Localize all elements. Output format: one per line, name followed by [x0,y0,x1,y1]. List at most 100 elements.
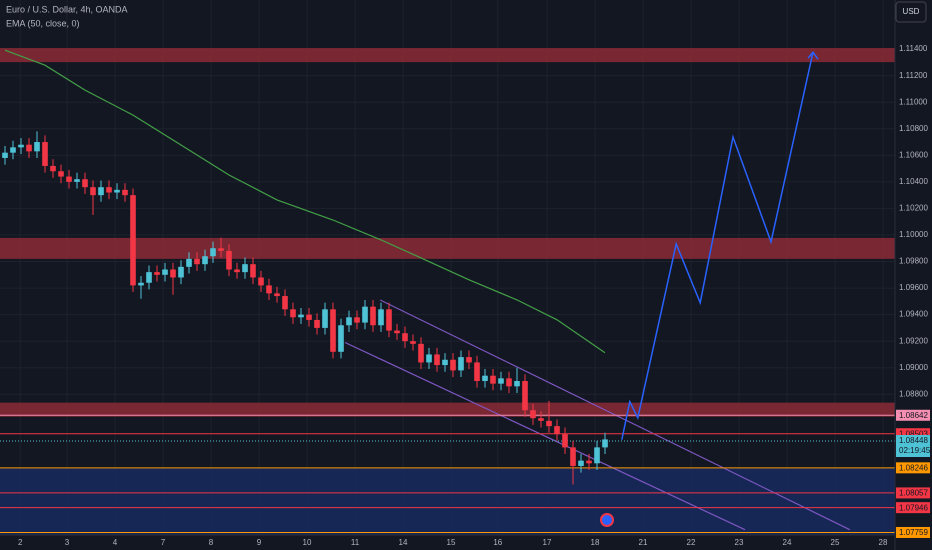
candle-body [346,317,352,326]
price-badge [896,526,930,538]
price-badge-label: 1.07946 [899,503,928,512]
ema-line [4,49,606,354]
y-tick-label: 1.09200 [899,336,928,345]
candle-body [282,296,288,310]
candle-body [226,250,232,270]
price-badge [896,428,930,440]
event-icon[interactable] [600,513,614,527]
x-tick-label: 17 [543,538,552,547]
y-tick-label: 1.10200 [899,204,928,213]
candle-body [418,343,424,363]
y-tick-label: 1.10400 [899,177,928,186]
x-tick-label: 10 [303,538,312,547]
candle-body [378,309,384,326]
candle-body [50,165,56,172]
candle-body [146,272,152,283]
chart-title: Euro / U.S. Dollar, 4h, OANDA [6,4,128,14]
candle-body [210,248,216,257]
plot-area [0,0,895,535]
candle-body [298,314,304,318]
candle-body [322,309,328,328]
currency-label[interactable]: USD [903,7,920,16]
price-badge-label: 1.08503 [899,429,928,438]
candle-body [130,195,136,286]
channel-line [344,341,746,531]
price-badge [896,409,930,421]
projection-arrow [807,50,819,60]
price-badge [896,462,930,474]
candle-body [106,187,112,193]
candle-body [354,317,360,323]
x-tick-label: 3 [65,538,70,547]
x-tick-label: 16 [493,538,502,547]
candle-body [2,152,8,158]
x-tick-label: 21 [639,538,648,547]
candle-body [578,460,584,466]
zone [0,402,895,417]
y-tick-label: 1.09400 [899,310,928,319]
candle-body [162,269,168,275]
x-tick-label: 7 [161,538,166,547]
candle-body [266,285,272,294]
candle-body [586,460,592,464]
candle-body [450,359,456,371]
candle-body [458,357,464,371]
candle-body [394,330,400,334]
candle-body [562,434,568,448]
x-tick-label: 9 [257,538,262,547]
price-badge-label: 1.08057 [899,489,928,498]
candle-body [26,144,32,152]
countdown-label: 02:19:45 [899,446,931,455]
candle-body [410,341,416,344]
candle-body [522,381,528,411]
price-badge-label: 1.08642 [899,411,928,420]
candle-body [490,375,496,384]
y-tick-label: 1.08800 [899,389,928,398]
y-tick-label: 1.10600 [899,150,928,159]
candle-body [474,362,480,382]
x-tick-label: 8 [209,538,214,547]
x-tick-label: 2 [18,538,23,547]
candle-body [194,258,200,265]
candle-body [538,418,544,421]
candle-body [114,189,120,193]
y-tick-label: 1.11400 [899,44,928,53]
candle-body [274,293,280,297]
x-tick-label: 15 [447,538,456,547]
candle-body [314,319,320,328]
candle-body [506,378,512,387]
zone [0,237,895,259]
current-price-label: 1.08448 [899,436,928,445]
candle-body [434,354,440,366]
candle-body [90,187,96,196]
candle-body [170,269,176,278]
candle-body [218,248,224,251]
x-tick-label: 23 [735,538,744,547]
x-tick-label: 14 [399,538,408,547]
candle-body [202,256,208,265]
y-tick-label: 1.10000 [899,230,928,239]
candle-body [498,378,504,384]
projection-line [621,52,814,440]
candle-body [74,179,80,182]
x-tick-label: 28 [879,538,888,547]
candle-body [370,306,376,326]
x-tick-label: 22 [687,538,696,547]
indicator-legend: EMA (50, close, 0) [6,18,80,28]
x-tick-label: 18 [591,538,600,547]
y-tick-label: 1.09000 [899,363,928,372]
candle-body [18,144,24,148]
candle-body [186,258,192,267]
candle-body [442,359,448,366]
candle-body [98,187,104,196]
candle-body [306,314,312,320]
price-badge-label: 1.07759 [899,528,928,537]
y-tick-label: 1.10800 [899,124,928,133]
y-tick-label: 1.11200 [899,71,928,80]
candle-body [554,426,560,435]
candle-body [258,277,264,286]
x-tick-label: 24 [783,538,792,547]
candle-body [66,176,72,182]
price-badge [896,502,930,514]
currency-button[interactable] [895,1,927,23]
